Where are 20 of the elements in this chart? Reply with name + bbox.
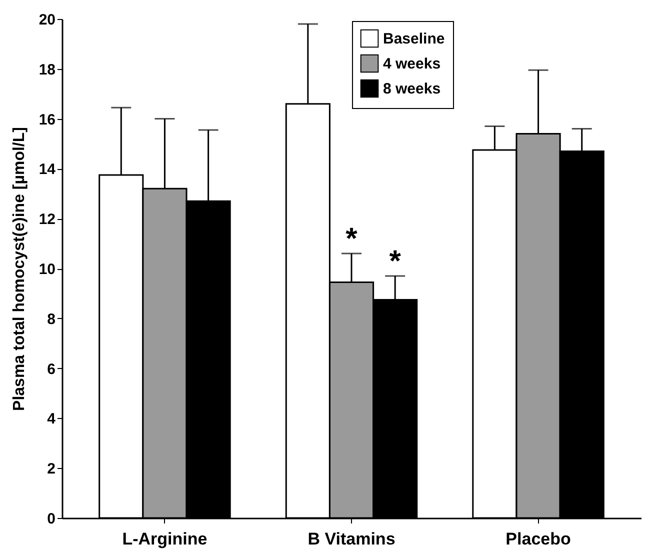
legend-label: Baseline <box>383 30 445 48</box>
y-axis-title: Plasma total homocyst(e)ine [µmol/L] <box>10 127 28 411</box>
y-tick-label: 4 <box>47 410 56 428</box>
y-tick-label: 10 <box>38 261 56 278</box>
y-tick-label: 16 <box>38 111 56 128</box>
annotation: * <box>389 244 402 278</box>
annotation: * <box>346 222 358 256</box>
y-tick-label: 20 <box>38 12 56 28</box>
y-tick-label: 6 <box>47 360 56 378</box>
legend-label: 4 weeks <box>383 56 441 72</box>
y-tick-label: 0 <box>47 510 56 528</box>
x-tick-label: L-Arginine <box>122 530 208 548</box>
y-tick-label: 12 <box>38 211 56 228</box>
y-tick-label: 14 <box>38 161 56 178</box>
y-tick-label: 8 <box>47 310 56 328</box>
y-tick-label: 18 <box>38 61 56 78</box>
y-tick-label: 2 <box>47 460 56 478</box>
x-tick-label: Placebo <box>506 530 571 548</box>
x-tick-label: B Vitamins <box>308 530 396 548</box>
legend-label: 8 weeks <box>383 80 441 98</box>
